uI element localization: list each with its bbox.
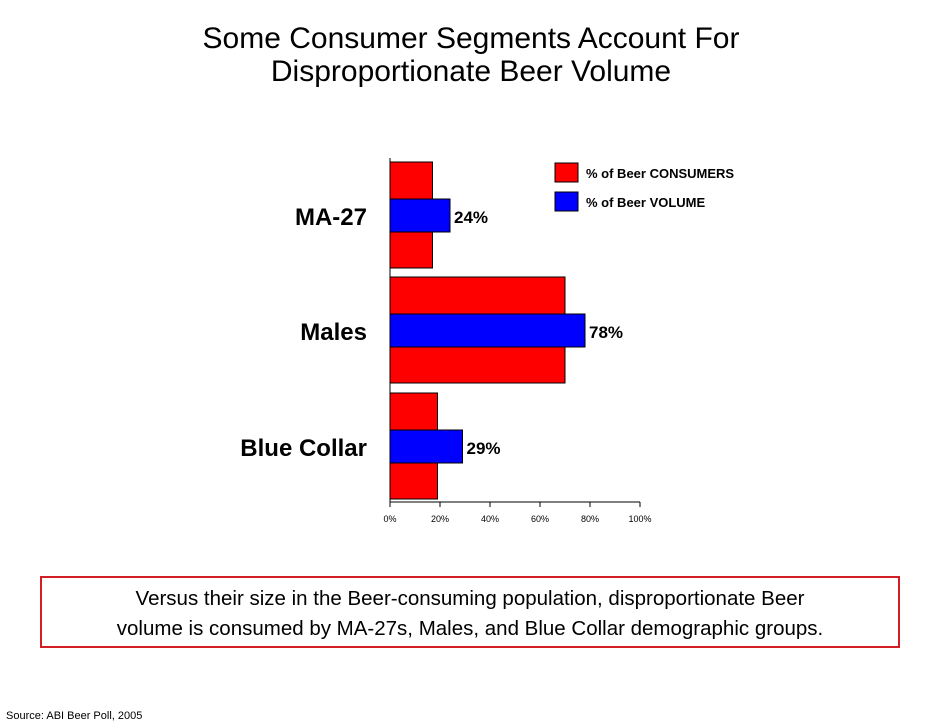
legend-swatch-consumers bbox=[554, 162, 579, 183]
x-tick-label-20: 20% bbox=[431, 514, 449, 524]
data-label-ma-27: 24% bbox=[454, 208, 488, 227]
callout-line-1: Versus their size in the Beer-consuming … bbox=[135, 587, 805, 610]
category-label-blue-collar: Blue Collar bbox=[240, 435, 367, 462]
x-tick-label-80: 80% bbox=[581, 514, 599, 524]
data-label-males: 78% bbox=[589, 323, 623, 342]
data-label-blue-collar: 29% bbox=[467, 439, 501, 458]
callout-box: Versus their size in the Beer-consuming … bbox=[40, 576, 900, 648]
x-tick-label-0: 0% bbox=[383, 514, 396, 524]
bar-chart: 0% 20% 40% 60% 80% 100% 24% MA-27 78% Males 29% Bl… bbox=[240, 158, 734, 524]
chart-title: Some Consumer Segments Account For Dispr… bbox=[0, 22, 942, 88]
bar-volume-blue-collar bbox=[389, 429, 463, 464]
bar-volume-males bbox=[389, 313, 586, 348]
x-tick-label-40: 40% bbox=[481, 514, 499, 524]
bar-volume-ma-27 bbox=[389, 198, 451, 233]
title-line-2: Disproportionate Beer Volume bbox=[270, 55, 672, 88]
title-line-1: Some Consumer Segments Account For bbox=[202, 22, 740, 55]
x-tick-label-100: 100% bbox=[628, 514, 651, 524]
legend-label-consumers: % of Beer CONSUMERS bbox=[586, 166, 734, 181]
x-tick-label-60: 60% bbox=[531, 514, 549, 524]
source-note: Source: ABI Beer Poll, 2005 bbox=[6, 710, 143, 722]
legend-label-volume: % of Beer VOLUME bbox=[586, 195, 706, 210]
legend-swatch-volume bbox=[554, 191, 579, 212]
category-label-males: Males bbox=[300, 319, 367, 346]
category-label-ma-27: MA-27 bbox=[295, 204, 367, 231]
callout-line-2: volume is consumed by MA-27s, Males, and… bbox=[116, 617, 824, 640]
